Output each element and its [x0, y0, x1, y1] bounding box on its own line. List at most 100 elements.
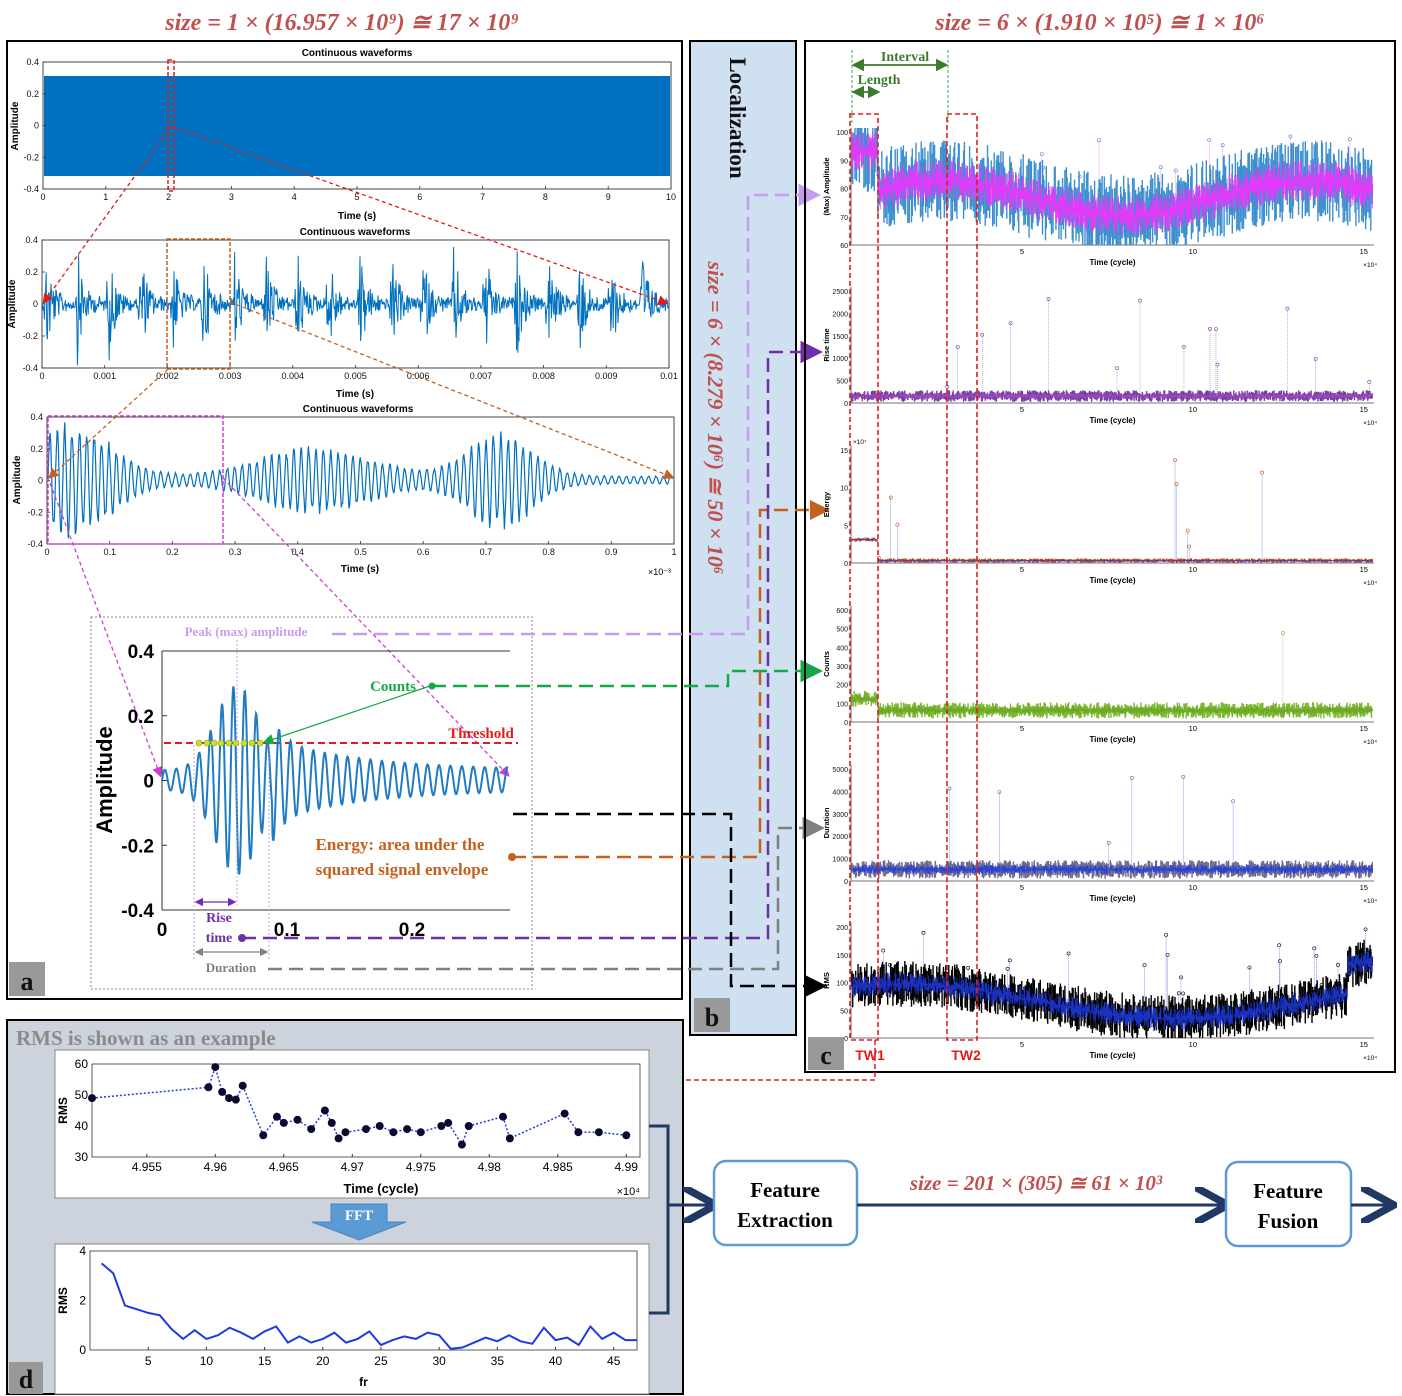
wave2-xtick: 0.001: [93, 371, 116, 381]
wave1-xtick: 4: [292, 192, 297, 202]
cycle-plot-xtick: 15: [1360, 883, 1368, 892]
wave1-xtick: 2: [166, 192, 171, 202]
cycle-plot-xtick: 5: [1020, 883, 1024, 892]
cycle-plot-outlier: [955, 345, 960, 349]
d-plot1-point: [622, 1131, 631, 1140]
tw1-label: TW1: [855, 1047, 885, 1063]
wave3-chart: Continuous waveforms 0 0.1 0.2 0.3 0.4 0.5 0.6…: [12, 404, 677, 577]
cycle-plot-4: 600 500 400 300 200 100 0 Counts 5 10 15 Time (cycl…: [822, 606, 1377, 746]
wave3-ytick: 0.2: [30, 444, 43, 454]
cycle-plot-ytick: 0: [844, 879, 848, 886]
cycle-plot-ytick: 0: [844, 561, 848, 568]
cycle-plot-xtick: 15: [1360, 405, 1368, 414]
cycle-plot-ytick: 200: [836, 683, 848, 690]
fft-label: FFT: [345, 1208, 373, 1224]
cycle-plot-ytick: 90: [840, 158, 848, 165]
wave1-ylabel: Amplitude: [10, 101, 21, 150]
wave1-selection: [167, 59, 175, 192]
d-plot1-point: [389, 1128, 398, 1137]
d-plot1-xtick: 4.965: [269, 1160, 299, 1174]
wave3-xtick: 0.1: [103, 547, 116, 557]
cycle-plot-ylabel: Energy: [822, 491, 831, 517]
wave2-title: Continuous waveforms: [300, 227, 411, 238]
d-plot1-point: [307, 1125, 316, 1134]
wave3-xtick: 1: [671, 547, 676, 557]
cycle-plot-outlier: [1288, 134, 1293, 139]
wave2-xtick: 0: [39, 371, 44, 381]
wave3-xtick: 0.3: [229, 547, 242, 557]
d-plot1-point: [225, 1094, 233, 1103]
wave3-xtick: 0.6: [417, 547, 430, 557]
count-crossing-marker: [217, 739, 225, 747]
wave3-ytick: -0.4: [27, 539, 43, 549]
cycle-plot-outlier: [1215, 362, 1220, 367]
cycle-plot-outlier: [1138, 298, 1142, 303]
cycle-plot-xlabel: Time (cycle): [1089, 576, 1135, 585]
zoom-ytick: -0.2: [121, 836, 154, 857]
zoom-chart: 0.40.20-0.2-0.40 0.1 0.2 Amplitude Peak (m…: [92, 624, 518, 975]
d-plot1-xlabel: Time (cycle): [344, 1181, 419, 1196]
wave3-title: Continuous waveforms: [303, 404, 414, 415]
tw2-window: [946, 113, 978, 1041]
length-label: Length: [858, 73, 901, 88]
d-plot1-xtick: 4.985: [543, 1160, 573, 1174]
cycle-plot-outlier: [1041, 165, 1046, 170]
wave2-xtick: 0.006: [407, 371, 430, 381]
count-crossing-marker: [225, 739, 233, 747]
d-plot1-point: [320, 1106, 329, 1115]
zoom-inset-frame: [90, 616, 533, 990]
cycle-plot-xtick: 15: [1360, 247, 1368, 256]
d-plot1-point: [505, 1134, 514, 1143]
cycle-plot-outlier: [1179, 975, 1183, 980]
cycle-plot-outlier: [1176, 991, 1181, 996]
d-plot1-point: [279, 1118, 288, 1127]
d-plot1-xtick: 4.98: [478, 1160, 502, 1174]
cycle-plot-5: 5000 4000 3000 2000 1000 0 Duration 5 10 15 Time (…: [822, 765, 1377, 905]
cycle-plot-exponent: ×10⁴: [1363, 262, 1377, 269]
wave1-ytick: 0.2: [26, 89, 39, 99]
cycle-plot-ytick: 4000: [832, 789, 848, 796]
wave1-xtick: 5: [354, 192, 359, 202]
cycle-plot-xtick: 5: [1020, 247, 1024, 256]
cycle-plot-ytick: 2500: [832, 289, 848, 296]
cycle-plot-1: 100 90 80 70 60 (Max) Amplitude 5 10 15 Time (cyc…: [822, 128, 1377, 269]
d-plot1-point: [327, 1118, 336, 1127]
cycle-plot-outlier: [980, 332, 985, 337]
cycle-plot-xtick: 10: [1189, 724, 1197, 733]
wave3-ytick: -0.2: [27, 507, 43, 517]
cycle-plot-xtick: 5: [1020, 724, 1024, 733]
cycle-plot-ytick: 1000: [832, 857, 848, 864]
d-plot1-xtick: 4.97: [341, 1160, 365, 1174]
zoom-ytick: -0.4: [121, 901, 154, 922]
d-plot1-point: [211, 1063, 220, 1072]
wave1-ytick: -0.4: [23, 184, 39, 194]
cycle-plot-ytick: 50: [840, 1008, 848, 1015]
cycle-plot-xlabel: Time (cycle): [1089, 1051, 1135, 1060]
wave3-xtick: 0: [44, 547, 49, 557]
wave1-ytick: -0.2: [23, 152, 39, 162]
d-plot1-bg: [54, 1049, 650, 1199]
wave2-ytick: 0.4: [25, 235, 38, 245]
cycle-plot-ytick: 60: [840, 243, 848, 250]
count-crossing-marker: [232, 739, 240, 747]
panel-c-label: c: [820, 1041, 832, 1070]
feature-fusion-l1: Feature: [1253, 1179, 1323, 1203]
wave2-signal: [41, 246, 669, 366]
cycle-plot-outlier: [997, 790, 1002, 794]
cycle-plot-outlier: [1173, 168, 1178, 173]
cycle-plot-outlier: [1208, 327, 1212, 331]
d-plot1-ytick: 30: [75, 1150, 89, 1164]
cycle-plot-6: 200 150 100 50 0 RMS 5 10 15 Time (cycle) ×10⁴: [822, 923, 1377, 1062]
d-plot1-point: [272, 1112, 281, 1121]
wave2-xtick: 0.005: [344, 371, 367, 381]
d-plot1-point: [464, 1122, 473, 1130]
wave2-ytick: 0: [33, 299, 38, 309]
d-plot1-point: [403, 1125, 412, 1134]
d-plot2-bg: [54, 1243, 650, 1395]
cycle-plot-ytick: 2000: [832, 834, 848, 841]
cycle-plot-xtick: 5: [1020, 565, 1024, 574]
feature-extraction-l1: Feature: [750, 1178, 820, 1202]
cycle-plot-xlabel: Time (cycle): [1089, 416, 1135, 425]
wave3-xtick: 0.7: [480, 547, 493, 557]
cycle-plot-outlier: [1129, 776, 1134, 780]
